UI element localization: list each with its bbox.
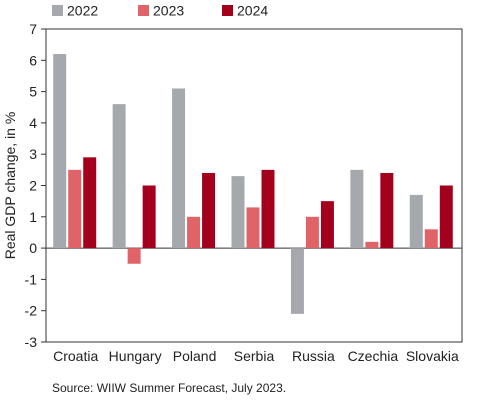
legend-label: 2023: [153, 3, 184, 19]
legend-swatch-2024: [222, 5, 233, 16]
bar-2024-croatia: [83, 157, 97, 249]
plot-frame: [45, 28, 463, 343]
y-axis-label: Real GDP change, in %: [2, 112, 18, 260]
bar-2024-czechia: [380, 172, 394, 249]
bar-2022-croatia: [53, 54, 67, 249]
y-tick-label: 0: [29, 240, 37, 256]
legend-label: 2022: [67, 3, 98, 19]
bar-2022-poland: [172, 88, 186, 249]
bar-2023-hungary: [127, 248, 141, 264]
x-axis: Croatia Hungary Poland Serbia Russia Czechia S…: [53, 348, 459, 364]
y-tick-label: -2: [25, 303, 38, 319]
category-label: Slovakia: [406, 348, 459, 364]
bar-2023-slovakia: [424, 229, 438, 249]
bar-2023-czechia: [365, 241, 379, 249]
y-tick-label: 7: [29, 21, 37, 37]
category-label: Croatia: [53, 348, 98, 364]
y-tick-label: 6: [29, 52, 37, 68]
bar-2022-czechia: [350, 169, 364, 249]
bar-2023-poland: [187, 216, 201, 249]
y-axis: -3 -2 -1 0 1 2 3 4 5 6 7: [25, 21, 46, 350]
y-tick-label: 3: [29, 146, 37, 162]
y-tick-label: 1: [29, 209, 37, 225]
bar-2023-russia: [305, 216, 319, 249]
legend-swatch-2023: [138, 5, 149, 16]
category-label: Czechia: [348, 348, 399, 364]
bar-2022-russia: [290, 248, 304, 314]
legend-label: 2024: [237, 3, 268, 19]
bar-2024-hungary: [142, 185, 156, 249]
bar-2024-russia: [320, 201, 334, 249]
bar-2022-slovakia: [409, 194, 423, 249]
category-label: Russia: [292, 348, 335, 364]
bars: [53, 54, 453, 314]
bar-2023-serbia: [246, 207, 260, 249]
category-label: Hungary: [109, 348, 162, 364]
bar-2023-croatia: [68, 169, 82, 249]
category-label: Poland: [173, 348, 217, 364]
y-tick-label: -3: [25, 334, 38, 350]
y-tick-label: 2: [29, 178, 37, 194]
y-tick-label: 4: [29, 115, 37, 131]
y-tick-label: 5: [29, 84, 37, 100]
legend-swatch-2022: [52, 5, 63, 16]
source-note: Source: WIIW Summer Forecast, July 2023.: [52, 381, 286, 395]
bar-2024-serbia: [261, 169, 275, 249]
bar-2022-serbia: [231, 176, 245, 249]
bar-2024-slovakia: [439, 185, 453, 249]
legend: 2022 2023 2024: [52, 3, 268, 19]
bar-2024-poland: [202, 172, 216, 249]
bar-2022-hungary: [112, 104, 126, 249]
y-tick-label: -1: [25, 271, 38, 287]
category-label: Serbia: [234, 348, 275, 364]
